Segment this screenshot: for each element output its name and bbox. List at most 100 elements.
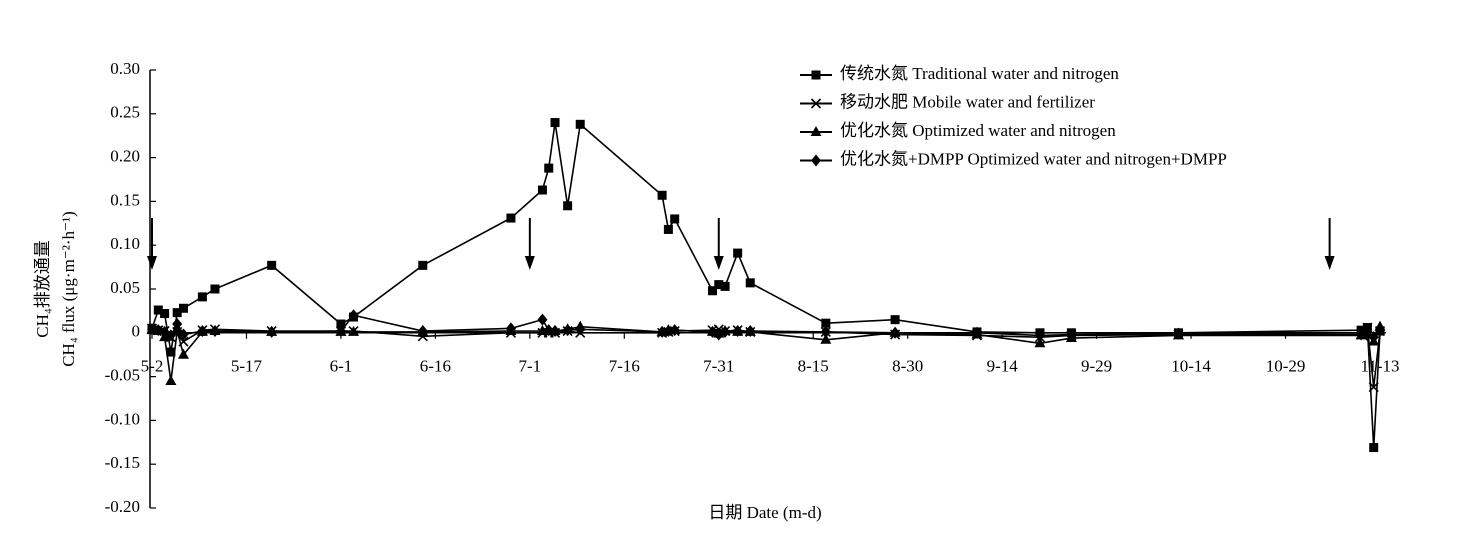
marker [562, 324, 573, 337]
marker [575, 323, 586, 336]
marker [166, 347, 176, 357]
marker [266, 325, 277, 338]
marker [720, 325, 731, 338]
marker [745, 325, 756, 338]
marker [348, 309, 359, 322]
arrow [524, 218, 535, 270]
marker [418, 260, 428, 270]
y-tick-label: 0.30 [110, 59, 140, 78]
marker [1034, 337, 1046, 348]
marker [1034, 329, 1045, 342]
marker [197, 325, 208, 338]
marker [810, 126, 822, 136]
marker [1375, 323, 1385, 336]
x-tick-label: 6-1 [330, 357, 353, 376]
marker [210, 284, 220, 294]
marker [707, 286, 717, 296]
y-tick-label: 0.10 [110, 234, 140, 253]
y-tick-label: -0.15 [105, 453, 140, 472]
marker [1368, 382, 1379, 393]
y-tick-label: 0.20 [110, 147, 140, 166]
y-tick-label: 0.05 [110, 278, 140, 297]
marker [1356, 328, 1367, 341]
x-tick-label: 7-1 [519, 357, 542, 376]
marker [890, 326, 901, 339]
marker [657, 190, 667, 200]
marker [348, 325, 360, 336]
marker [417, 325, 428, 338]
x-tick-label: 10-14 [1171, 357, 1211, 376]
marker [811, 70, 821, 80]
arrow [1324, 218, 1335, 270]
marker [171, 325, 183, 336]
marker [811, 154, 821, 167]
marker [1369, 443, 1379, 453]
arrow-head [147, 256, 157, 270]
marker [669, 324, 680, 337]
x-tick-label: 8-15 [798, 357, 829, 376]
marker [505, 322, 516, 335]
marker [153, 305, 163, 315]
marker [197, 292, 207, 302]
y-axis-label: CH₄排放通量 [33, 240, 52, 338]
marker [575, 119, 585, 129]
marker [663, 224, 673, 234]
marker [177, 348, 189, 359]
marker [506, 213, 516, 223]
arrow-head [713, 256, 724, 270]
legend-label: 优化水氮+DMPP Optimized water and nitrogen+D… [840, 149, 1227, 168]
marker [165, 374, 177, 385]
marker [720, 281, 730, 291]
x-tick-label: 7-31 [703, 357, 734, 376]
marker [335, 325, 346, 338]
x-tick-label: 5-17 [231, 357, 263, 376]
marker [1173, 327, 1184, 340]
marker [172, 318, 183, 331]
marker [550, 118, 560, 128]
marker [820, 325, 831, 338]
arrow [147, 218, 157, 270]
y-tick-label: 0.25 [110, 103, 140, 122]
legend-label: 移动水肥 Mobile water and fertilizer [840, 92, 1095, 111]
series-line [151, 122, 1381, 448]
y-tick-label: -0.20 [105, 497, 140, 516]
marker [537, 185, 547, 195]
y-tick-label: 0 [132, 322, 141, 341]
arrow-head [1324, 256, 1335, 270]
marker [732, 325, 743, 338]
marker [543, 324, 554, 337]
x-tick-label: 8-30 [892, 357, 923, 376]
marker [1066, 328, 1077, 341]
marker [178, 303, 188, 313]
marker [971, 326, 982, 339]
x-tick-label: 9-14 [987, 357, 1019, 376]
marker [810, 98, 822, 109]
x-tick-label: 10-29 [1266, 357, 1306, 376]
x-tick-label: 11-13 [1360, 357, 1399, 376]
marker [336, 319, 346, 329]
x-tick-label: 5-2 [141, 357, 164, 376]
arrow [713, 218, 724, 270]
marker [563, 201, 573, 211]
marker [165, 329, 176, 342]
marker [821, 318, 831, 328]
marker [537, 313, 548, 326]
marker [745, 278, 755, 288]
marker [178, 336, 189, 347]
x-axis-label: 日期 Date (m-d) [708, 503, 821, 522]
marker [172, 308, 182, 318]
marker [657, 325, 668, 338]
marker [209, 325, 220, 338]
marker [267, 260, 277, 270]
marker [160, 309, 170, 319]
x-tick-label: 7-16 [609, 357, 640, 376]
marker [178, 328, 189, 341]
y-tick-label: 0.15 [110, 190, 140, 209]
legend-label: 传统水氮 Traditional water and nitrogen [840, 64, 1119, 83]
marker [147, 323, 157, 336]
legend-label: 优化水氮 Optimized water and nitrogen [840, 121, 1116, 140]
marker [733, 248, 743, 258]
y-axis-label: CH₄ flux (μg·m⁻²·h⁻¹) [59, 211, 78, 367]
marker [1368, 331, 1379, 344]
